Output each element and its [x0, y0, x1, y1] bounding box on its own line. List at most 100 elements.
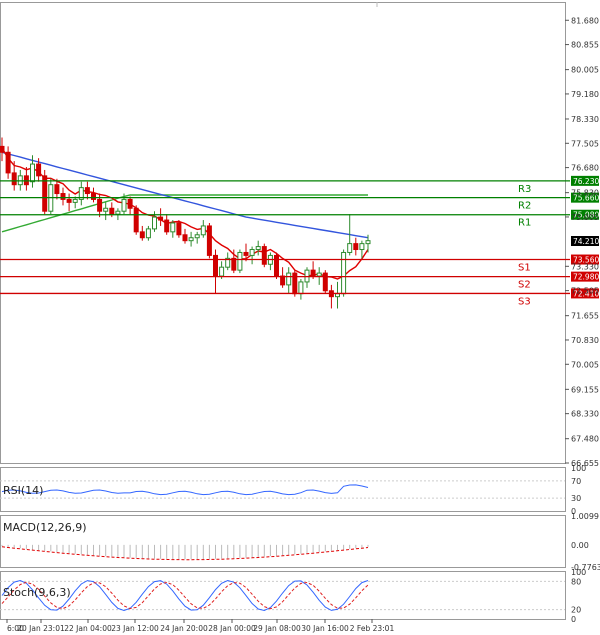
- stoch-panel[interactable]: [0, 571, 566, 620]
- candle-body: [243, 251, 249, 256]
- level-tag: [571, 271, 599, 282]
- price-tick-label: 81.680: [571, 16, 599, 25]
- candle-body: [36, 163, 42, 177]
- main-chart-panel[interactable]: [0, 2, 566, 464]
- candle-body: [11, 172, 17, 186]
- time-tick-label: 28 Jan 00:00: [208, 624, 256, 633]
- price-tick-label: 70.005: [571, 360, 599, 369]
- current-price-box: [571, 236, 599, 246]
- candle-body: [84, 187, 90, 195]
- price-tick-label: 68.330: [571, 410, 599, 419]
- rsi-tick-label: 100: [571, 464, 586, 473]
- candle-body: [335, 293, 340, 298]
- stoch-tick-label: 80: [571, 577, 581, 586]
- price-tick-label: 66.655: [571, 459, 599, 468]
- current-price-tag: 74.210: [571, 236, 599, 246]
- time-tick-label: 2 Feb 23:01: [350, 624, 395, 633]
- price-tick-label: 72.505: [571, 287, 599, 296]
- time-tick-label: 23 Jan 12:00: [111, 624, 159, 633]
- stoch-tick-label: 0: [571, 615, 576, 624]
- candle-body: [30, 163, 35, 183]
- candle-body: [341, 251, 347, 295]
- candle-body: [139, 231, 145, 239]
- candle-body: [176, 222, 182, 236]
- price-tick-label: 67.480: [571, 435, 599, 444]
- price-tick-label: 77.505: [571, 139, 599, 148]
- time-tick-label: 24 Jan 20:00: [160, 624, 208, 633]
- price-tick-label: 75.830: [571, 189, 599, 198]
- level-name: S2: [518, 280, 531, 291]
- level-tag: [571, 175, 599, 186]
- candle-body: [72, 198, 78, 203]
- level-value: 72.410: [573, 289, 599, 298]
- candle-body: [261, 246, 267, 265]
- stoch-d-path: [1, 581, 369, 610]
- price-tick-label: 80.005: [571, 66, 599, 75]
- candle-body: [170, 222, 176, 233]
- level-tag: [571, 192, 599, 203]
- candle-body: [274, 254, 279, 277]
- rsi-tick-label: 30: [571, 494, 581, 503]
- level-value: 72.980: [573, 273, 599, 282]
- candle-body: [91, 193, 96, 200]
- candle-body: [145, 228, 151, 239]
- price-tick-label: 75.005: [571, 213, 599, 222]
- rsi-panel[interactable]: [0, 467, 566, 512]
- price-axis: 81.680 80.855 80.005 79.180 78.330 77.505 76.6…: [565, 16, 599, 468]
- candle-body: [359, 243, 365, 251]
- rsi-tick-label: 70: [571, 477, 581, 486]
- stoch-tick-label: 20: [571, 606, 581, 615]
- price-tick-label: 70.830: [571, 336, 599, 345]
- candle-body: [54, 184, 60, 195]
- candle-body: [0, 145, 5, 153]
- stoch-k-path: [1, 579, 369, 612]
- level-tag: [571, 288, 599, 299]
- level-name: R1: [518, 218, 531, 229]
- ma-mid-line: [1, 151, 369, 239]
- time-tick-label: 29 Jan 08:00: [253, 624, 301, 633]
- pivot-levels: R3 76.230 R2 75.660 R1 75.080 S1 73.560 S2 72.980…: [0, 175, 599, 307]
- candle-body: [353, 243, 359, 251]
- candle-body: [42, 175, 48, 212]
- price-tick-label: 73.330: [571, 262, 599, 271]
- level-tag: [571, 209, 599, 220]
- macd-axis: 1.0099 0.00 -0.7763: [571, 512, 600, 572]
- price-tick-label: 78.330: [571, 115, 599, 124]
- level-name: R2: [518, 201, 531, 212]
- stoch-tick-label: 100: [571, 568, 586, 577]
- price-tick-label: 76.680: [571, 164, 599, 173]
- level-name: R3: [518, 184, 531, 195]
- rsi-axis: 100 70 30 0: [571, 464, 586, 516]
- level-value: 76.230: [573, 177, 599, 186]
- macd-tick-label: 1.0099: [571, 512, 599, 521]
- candle-body: [109, 207, 115, 215]
- macd-title: MACD(12,26,9): [3, 521, 87, 534]
- candle-body: [158, 216, 164, 221]
- level-tag: [571, 254, 599, 265]
- level-value: 75.080: [573, 211, 599, 220]
- candle-body: [60, 193, 66, 200]
- price-tick-label: 79.180: [571, 90, 599, 99]
- stoch-lines: [1, 579, 369, 612]
- time-tick-label: 20 Jan 23:01: [17, 624, 65, 633]
- candle-body: [188, 237, 194, 242]
- candle-body: [231, 257, 237, 271]
- rsi-tick-label: 0: [571, 507, 576, 516]
- candle-body: [182, 234, 188, 242]
- macd-signal-path: [1, 546, 369, 561]
- candle-body: [206, 225, 212, 256]
- candle-body: [121, 198, 127, 212]
- candle-body: [97, 198, 103, 212]
- candle-body: [316, 272, 322, 277]
- candle-body: [280, 275, 286, 286]
- candle-body: [237, 251, 243, 271]
- candle-body: [365, 240, 371, 245]
- candle-body: [219, 266, 225, 277]
- macd-panel[interactable]: [0, 515, 566, 568]
- price-tick-label: 69.155: [571, 385, 599, 394]
- candle-body: [225, 257, 231, 268]
- candle-body: [200, 225, 206, 236]
